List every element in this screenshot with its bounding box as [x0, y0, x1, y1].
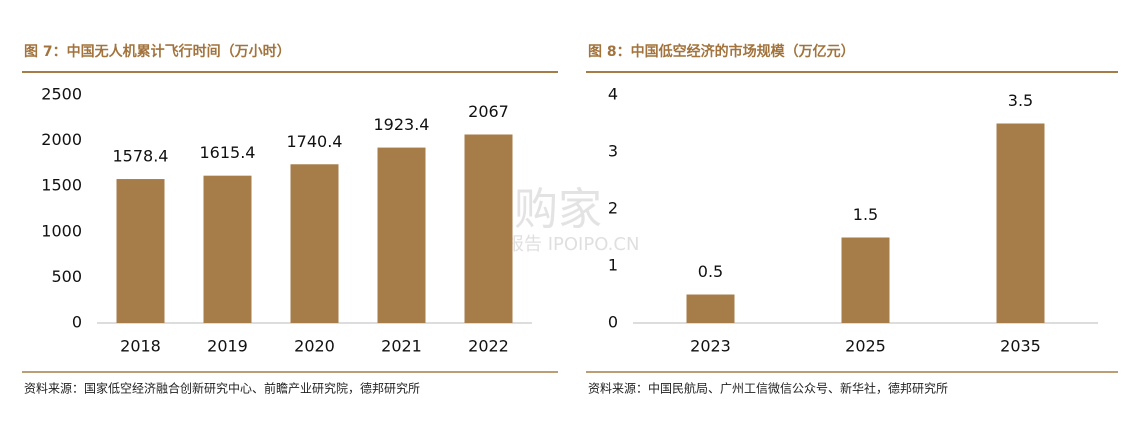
y-tick-label: 2500 [41, 85, 82, 104]
x-tick-label: 2022 [468, 337, 509, 356]
y-tick-label: 1500 [41, 176, 82, 195]
y-tick-label: 1 [608, 256, 618, 275]
bar [686, 294, 735, 323]
y-tick-label: 0 [72, 313, 82, 332]
bar [996, 123, 1045, 323]
y-tick-label: 500 [51, 267, 82, 286]
y-tick-label: 3 [608, 142, 618, 161]
x-tick-label: 2025 [845, 337, 886, 356]
x-tick-label: 2019 [207, 337, 248, 356]
value-label: 1923.4 [374, 115, 430, 134]
chart-title: 图 8：中国低空经济的市场规模（万亿元） [588, 43, 855, 60]
y-tick-label: 4 [608, 85, 618, 104]
source: 资料来源：中国民航局、广州工信微信公众号、新华社，德邦研究所 [588, 381, 948, 396]
y-tick-label: 0 [608, 313, 618, 332]
bar [116, 179, 165, 323]
bar [203, 175, 252, 323]
value-label: 0.5 [698, 262, 723, 281]
x-tick-label: 2023 [690, 337, 731, 356]
x-tick-label: 2021 [381, 337, 422, 356]
y-tick-label: 2 [608, 199, 618, 218]
bar [464, 134, 513, 323]
bar [377, 147, 426, 323]
chart-title: 图 7：中国无人机累计飞行时间（万小时） [24, 43, 291, 60]
x-tick-label: 2035 [1000, 337, 1041, 356]
source: 资料来源：国家低空经济融合创新研究中心、前瞻产业研究院，德邦研究所 [24, 381, 420, 396]
value-label: 2067 [468, 102, 509, 121]
y-tick-label: 2000 [41, 130, 82, 149]
bar [290, 164, 339, 323]
value-label: 1740.4 [287, 132, 343, 151]
value-label: 1578.4 [113, 147, 169, 166]
value-label: 3.5 [1008, 91, 1033, 110]
value-label: 1.5 [853, 205, 878, 224]
x-tick-label: 2018 [120, 337, 161, 356]
bar [841, 237, 890, 323]
x-tick-label: 2020 [294, 337, 335, 356]
value-label: 1615.4 [200, 143, 256, 162]
y-tick-label: 1000 [41, 221, 82, 240]
